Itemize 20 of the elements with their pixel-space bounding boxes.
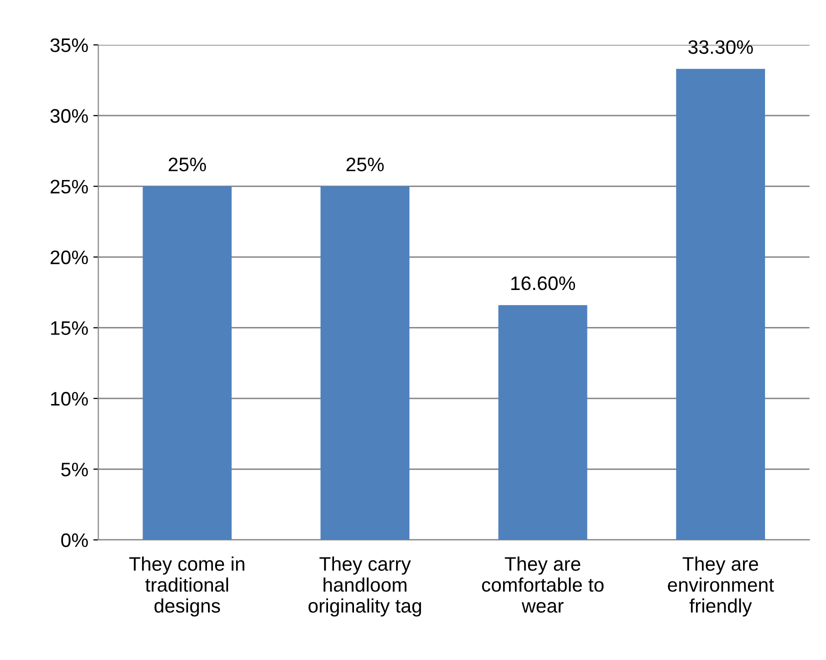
data-label: 33.30% bbox=[688, 40, 753, 54]
x-tick-label: They come in traditional designs bbox=[129, 556, 244, 617]
bar bbox=[142, 186, 232, 540]
bar bbox=[676, 68, 766, 540]
y-tick-label: 10% bbox=[51, 392, 88, 406]
y-tick-label: 30% bbox=[50, 109, 88, 123]
bar bbox=[498, 305, 588, 540]
x-tick-label: They are environment friendly bbox=[668, 556, 774, 617]
data-label: 25% bbox=[346, 158, 384, 172]
y-tick-label: 5% bbox=[61, 462, 88, 476]
y-tick-label: 35% bbox=[50, 38, 88, 52]
bar bbox=[320, 186, 410, 540]
y-tick-label: 0% bbox=[61, 533, 88, 548]
y-tick-label: 15% bbox=[51, 321, 88, 335]
y-tick-label: 25% bbox=[50, 180, 88, 194]
x-tick-label: They are comfortable to wear bbox=[482, 556, 604, 613]
x-tick-label: They carry handloom originality tag bbox=[308, 556, 422, 617]
y-tick-label: 20% bbox=[50, 250, 88, 264]
data-label: 25% bbox=[168, 158, 206, 172]
data-label: 16.60% bbox=[511, 276, 576, 290]
